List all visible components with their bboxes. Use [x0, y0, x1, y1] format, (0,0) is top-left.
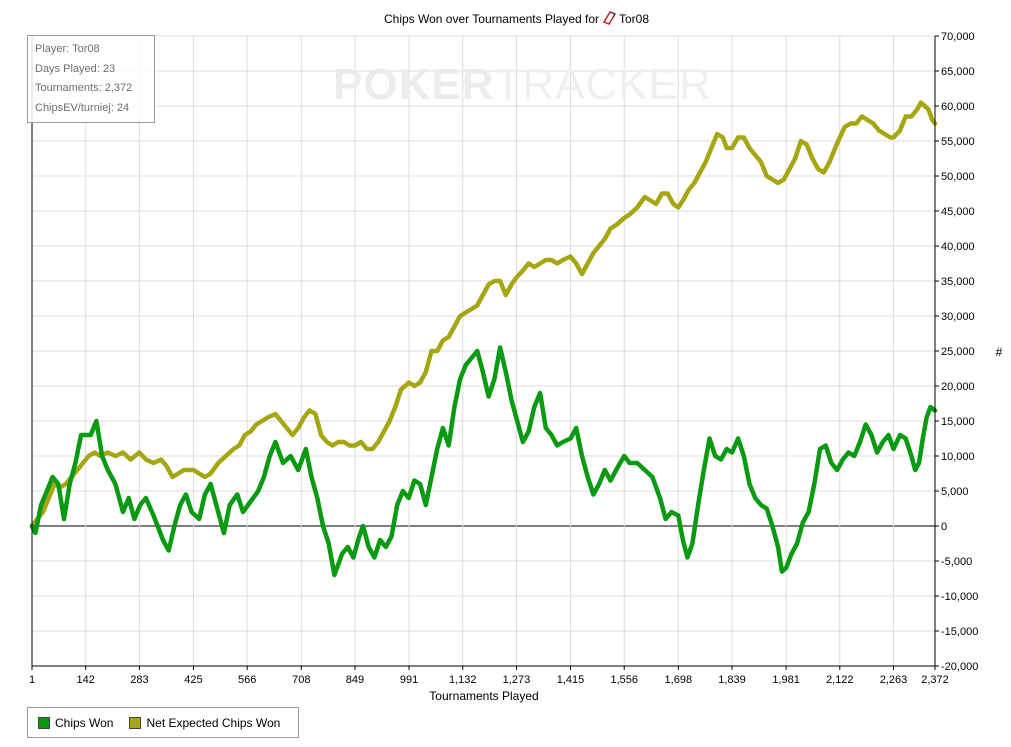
- x-tick-label: 1,132: [449, 674, 477, 686]
- y-tick-label: 65,000: [941, 66, 975, 78]
- grid-lines: [31, 35, 936, 667]
- x-tick-label: 1,273: [503, 674, 531, 686]
- x-tick-label: 425: [184, 674, 202, 686]
- x-tick-label: 1,556: [610, 674, 638, 686]
- chart-legend: Chips Won Net Expected Chips Won: [27, 707, 299, 738]
- chart-title: Chips Won over Tournaments Played for To…: [384, 11, 649, 26]
- x-tick-label: 708: [292, 674, 310, 686]
- y-tick-label: -20,000: [941, 661, 978, 673]
- info-chipsev: ChipsEV/turniej: 24: [35, 101, 130, 114]
- y-tick-label: 30,000: [941, 311, 975, 323]
- y-tick-label: -5,000: [941, 556, 972, 568]
- y-tick-label: 35,000: [941, 276, 975, 288]
- x-tick-label: 1,839: [718, 674, 746, 686]
- legend-item-net-expected[interactable]: Net Expected Chips Won: [129, 716, 280, 730]
- y-tick-label: -10,000: [941, 591, 978, 603]
- x-tick-label: 1,415: [557, 674, 585, 686]
- y-tick-label: 45,000: [941, 206, 975, 218]
- y-tick-label: -15,000: [941, 626, 978, 638]
- x-tick-label: 2,263: [880, 674, 908, 686]
- x-axis-title: Tournaments Played: [429, 689, 538, 703]
- x-tick-label: 991: [400, 674, 418, 686]
- x-tick-label: 1: [29, 674, 35, 686]
- series-line-chips-won: [29, 345, 938, 578]
- legend-swatch-net-expected: [129, 716, 142, 729]
- x-tick-label: 283: [130, 674, 148, 686]
- series-lines: [29, 100, 938, 578]
- info-days-played: Days Played: 23: [35, 62, 116, 75]
- y-axis-title: #: [996, 345, 1003, 359]
- legend-swatch-chips-won: [38, 716, 50, 729]
- poker-tracker-logo-icon: [602, 11, 617, 25]
- y-tick-label: 55,000: [941, 136, 975, 148]
- info-tournaments: Tournaments: 2,372: [35, 82, 133, 94]
- chart-title-text: Chips Won over Tournaments Played for: [384, 12, 599, 26]
- y-tick-label: 15,000: [941, 416, 975, 428]
- x-tick-label: 566: [238, 674, 256, 686]
- legend-label-net-expected: Net Expected Chips Won: [146, 715, 281, 730]
- y-tick-label: 5,000: [941, 486, 969, 498]
- series-line-net-expected: [29, 100, 938, 529]
- y-tick-label: 60,000: [941, 101, 975, 113]
- axes: [31, 35, 939, 670]
- legend-label-chips-won: Chips Won: [55, 715, 114, 730]
- info-player: Player: Tor08: [35, 43, 100, 55]
- chart-title-player: Tor08: [619, 12, 649, 26]
- y-tick-label: 50,000: [941, 171, 975, 183]
- legend-item-chips-won[interactable]: Chips Won: [38, 716, 113, 730]
- x-tick-label: 2,122: [826, 674, 854, 686]
- y-tick-label: 40,000: [941, 241, 975, 253]
- y-tick-label: 25,000: [941, 346, 975, 358]
- player-info-box: Player: Tor08 Days Played: 23 Tournament…: [27, 35, 155, 123]
- y-tick-label: 10,000: [941, 451, 975, 463]
- x-tick-label: 1,981: [772, 674, 800, 686]
- x-tick-label: 1,698: [665, 674, 693, 686]
- x-tick-label: 2,372: [921, 674, 949, 686]
- y-tick-label: 70,000: [941, 31, 975, 43]
- x-tick-label: 849: [346, 674, 364, 686]
- tick-labels: -20,000 -15,000 -10,000 -5,000 0 5,000 10,000 1…: [29, 31, 978, 686]
- y-tick-label: 20,000: [941, 381, 975, 393]
- x-tick-label: 142: [77, 674, 95, 686]
- y-tick-label: 0: [941, 521, 947, 533]
